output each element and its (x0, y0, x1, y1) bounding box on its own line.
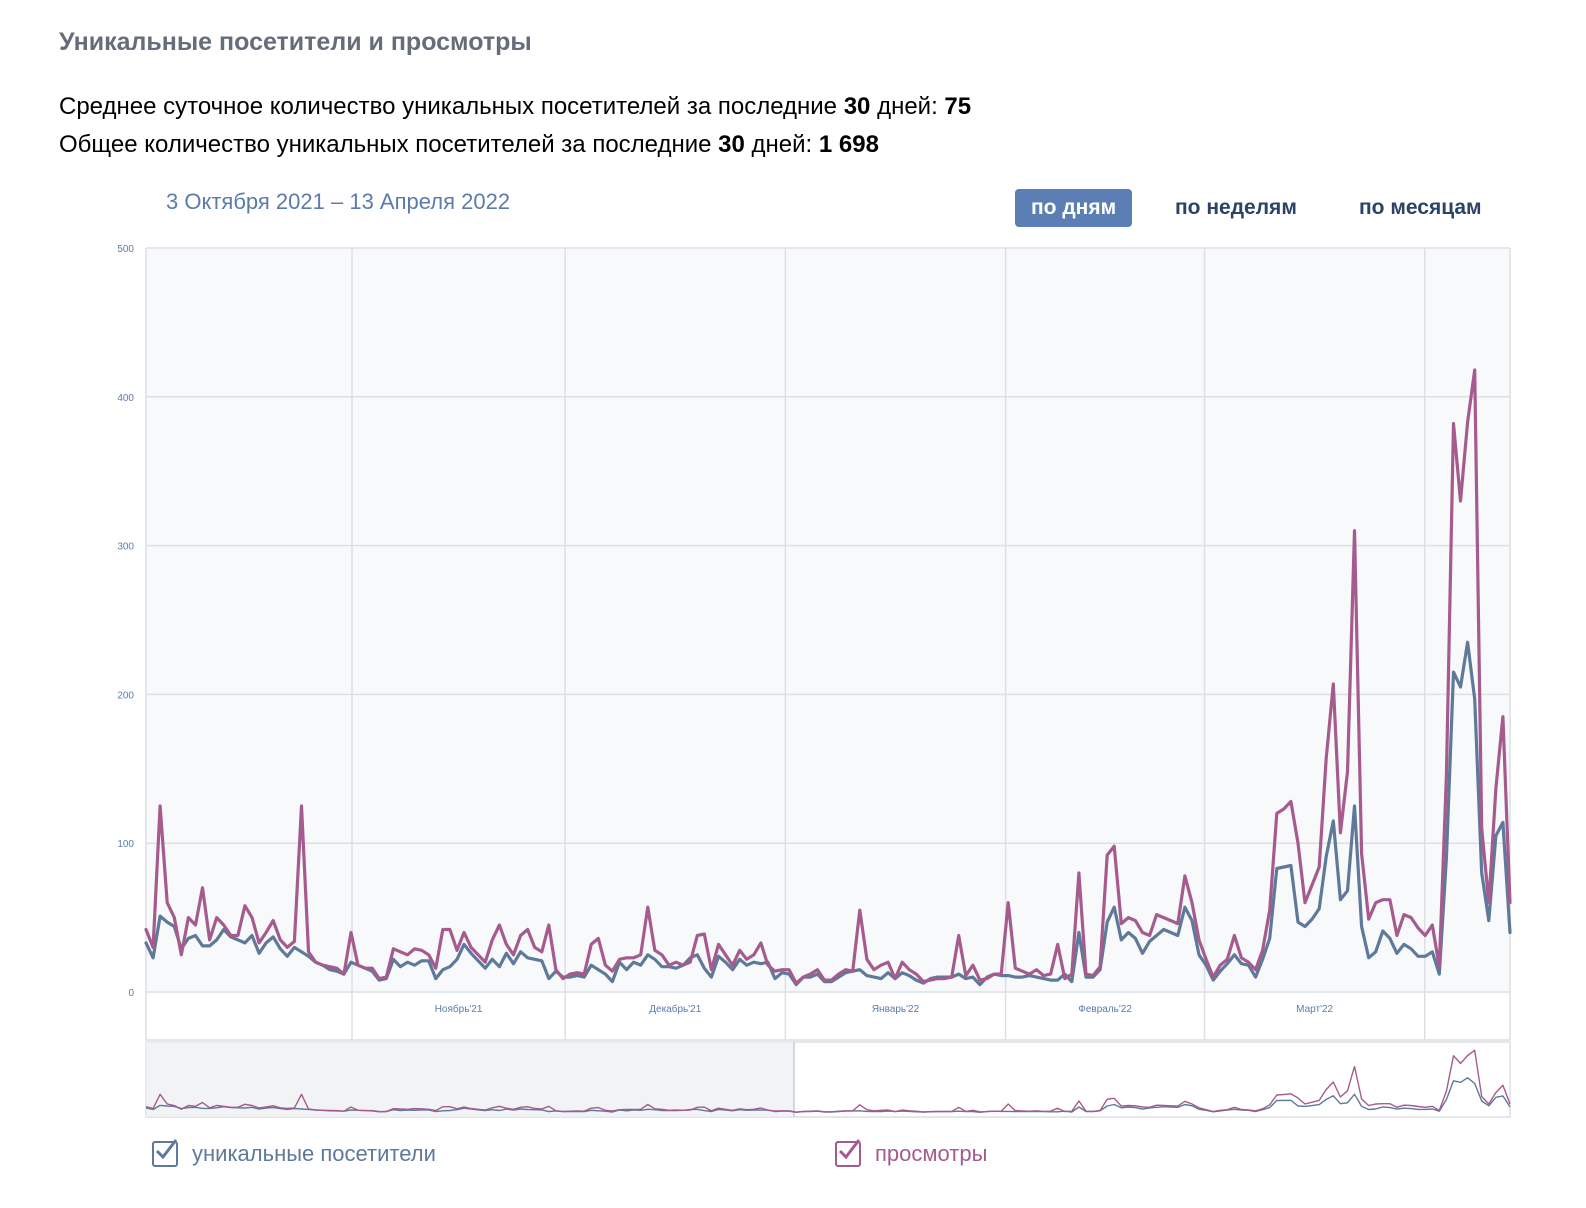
checkbox-views-icon[interactable] (835, 1139, 861, 1167)
plot-background (146, 248, 1510, 992)
tab-by-days[interactable]: по дням (1015, 189, 1133, 227)
total-visitors-value: 1 698 (818, 131, 879, 158)
x-tick-label: Декабрь'21 (649, 1003, 701, 1015)
x-tick-label: Январь'22 (872, 1004, 920, 1015)
y-tick-label: 300 (117, 542, 134, 553)
navigator-dim-left (146, 1042, 794, 1117)
views-navigator-line (145, 1049, 1511, 1113)
legend-visitors[interactable]: уникальные посетители (152, 1138, 436, 1170)
x-tick-label: Февраль'22 (1078, 1004, 1132, 1015)
avg-visitors-line: Среднее суточное количество уникальных п… (59, 93, 972, 120)
section-title: Уникальные посетители и просмотры (59, 28, 532, 56)
stats-block: Среднее суточное количество уникальных п… (59, 88, 971, 164)
y-tick-label: 0 (128, 988, 134, 999)
views-chart[interactable]: 0 100 200 300 400 500 Ноябрь'21 Декабрь'21 Январ… (0, 240, 1586, 1130)
date-range-picker[interactable]: 3 Октября 2021 – 13 Апреля 2022 (166, 189, 511, 214)
y-tick-label: 200 (117, 690, 134, 701)
total-visitors-line: Общее количество уникальных посетителей … (59, 131, 879, 158)
legend-visitors-label: уникальные посетители (192, 1141, 436, 1166)
y-tick-label: 400 (117, 393, 134, 404)
tab-by-months[interactable]: по месяцам (1359, 196, 1482, 219)
tab-by-weeks[interactable]: по неделям (1175, 196, 1297, 219)
x-tick-label: Март'22 (1296, 1004, 1333, 1015)
legend-views[interactable]: просмотры (835, 1138, 987, 1170)
y-tick-label: 100 (117, 839, 134, 850)
views-series-line[interactable] (144, 368, 1512, 985)
checkbox-visitors-icon[interactable] (152, 1139, 178, 1167)
x-tick-label: Ноябрь'21 (435, 1003, 483, 1015)
y-tick-label: 500 (117, 244, 134, 255)
legend-views-label: просмотры (875, 1141, 988, 1166)
avg-visitors-value: 75 (944, 93, 972, 120)
